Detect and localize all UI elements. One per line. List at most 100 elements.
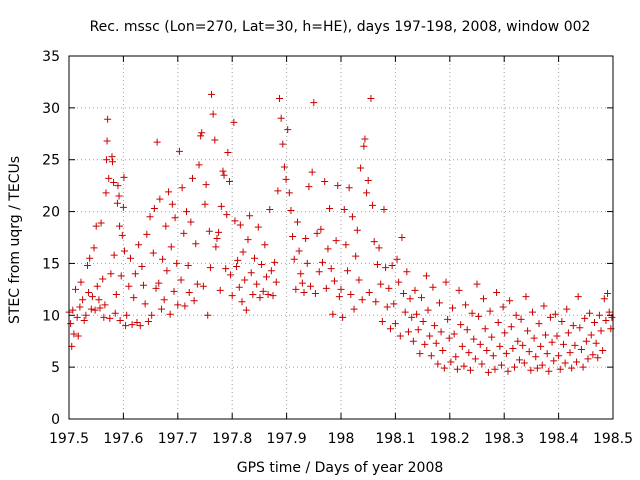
- data-point: [153, 138, 161, 146]
- data-point: [112, 291, 120, 299]
- data-point: [372, 298, 380, 306]
- data-point: [501, 329, 509, 337]
- data-point: [231, 217, 239, 225]
- data-point: [393, 255, 401, 263]
- data-point: [80, 316, 88, 324]
- x-tick-label: 198: [328, 431, 355, 447]
- data-point: [163, 267, 171, 275]
- data-point: [184, 262, 192, 270]
- data-point: [321, 177, 329, 185]
- data-point: [375, 244, 383, 252]
- data-point: [489, 352, 497, 360]
- data-point: [468, 309, 476, 317]
- y-axis-label: STEC from uqrg / TECUs: [7, 156, 23, 324]
- data-point: [254, 223, 262, 231]
- data-point: [431, 322, 439, 330]
- data-point: [298, 279, 306, 287]
- data-point: [390, 300, 398, 308]
- data-point: [449, 304, 457, 312]
- data-point: [470, 335, 478, 343]
- data-point: [115, 192, 123, 200]
- data-point: [569, 322, 577, 330]
- data-point: [533, 364, 541, 372]
- data-point: [181, 302, 189, 310]
- data-point: [332, 237, 340, 245]
- data-point: [236, 221, 244, 229]
- data-point: [292, 285, 300, 293]
- data-point: [434, 360, 442, 368]
- data-point: [475, 312, 483, 320]
- data-point: [128, 321, 136, 329]
- data-point: [327, 265, 335, 273]
- data-point: [258, 260, 266, 268]
- data-point: [230, 118, 238, 126]
- data-point: [99, 275, 107, 283]
- data-point: [445, 334, 453, 342]
- data-point: [546, 313, 554, 321]
- data-point: [602, 316, 610, 324]
- data-point: [396, 332, 404, 340]
- data-point: [109, 158, 117, 166]
- data-point: [484, 368, 492, 376]
- data-point: [290, 255, 298, 263]
- data-point: [91, 306, 99, 314]
- x-tick-label: 197.8: [212, 431, 252, 447]
- data-point: [329, 310, 337, 318]
- x-tick-label: 197.9: [267, 431, 307, 447]
- data-point: [520, 359, 528, 367]
- data-point: [494, 319, 502, 327]
- data-point: [326, 204, 334, 212]
- data-point: [514, 337, 522, 345]
- data-point: [213, 235, 221, 243]
- data-point: [285, 189, 293, 197]
- data-point: [215, 228, 223, 236]
- data-point: [315, 268, 323, 276]
- data-point: [157, 305, 165, 313]
- data-point: [155, 279, 163, 287]
- data-point: [559, 340, 567, 348]
- data-point: [352, 252, 360, 260]
- data-point: [259, 287, 267, 295]
- data-point: [244, 236, 252, 244]
- x-tick-label: 197.7: [158, 431, 198, 447]
- data-point: [481, 325, 489, 333]
- data-point: [573, 358, 581, 366]
- data-point: [201, 200, 209, 208]
- data-point: [111, 309, 119, 317]
- data-point: [117, 272, 125, 280]
- data-point: [563, 305, 571, 313]
- axis-tick-labels: 197.5 197.6 197.7 197.8 197.9 198 198.1 198.2 19…: [42, 49, 633, 447]
- data-point: [120, 173, 128, 181]
- data-point: [335, 293, 343, 301]
- data-point: [197, 132, 205, 140]
- data-point: [342, 241, 350, 249]
- data-point: [499, 303, 507, 311]
- data-point: [122, 322, 130, 330]
- x-tick-label: 198.4: [539, 431, 579, 447]
- data-point: [460, 362, 468, 370]
- data-point: [418, 294, 426, 302]
- data-point: [276, 95, 284, 103]
- data-point: [116, 316, 124, 324]
- data-point: [133, 319, 141, 327]
- data-point: [471, 355, 479, 363]
- data-points: [65, 90, 616, 376]
- data-point: [478, 360, 486, 368]
- data-point: [416, 350, 424, 358]
- data-point: [261, 241, 269, 249]
- data-point: [160, 296, 168, 304]
- data-point: [377, 280, 385, 288]
- data-point: [550, 357, 558, 365]
- data-point: [486, 307, 494, 315]
- data-point: [95, 296, 103, 304]
- data-point: [83, 262, 91, 270]
- data-point: [198, 129, 206, 137]
- data-point: [287, 207, 295, 215]
- data-point: [604, 290, 612, 298]
- data-point: [473, 280, 481, 288]
- data-point: [284, 126, 292, 134]
- data-point: [114, 182, 122, 190]
- data-point: [365, 288, 373, 296]
- data-point: [88, 293, 96, 301]
- data-point: [208, 90, 216, 98]
